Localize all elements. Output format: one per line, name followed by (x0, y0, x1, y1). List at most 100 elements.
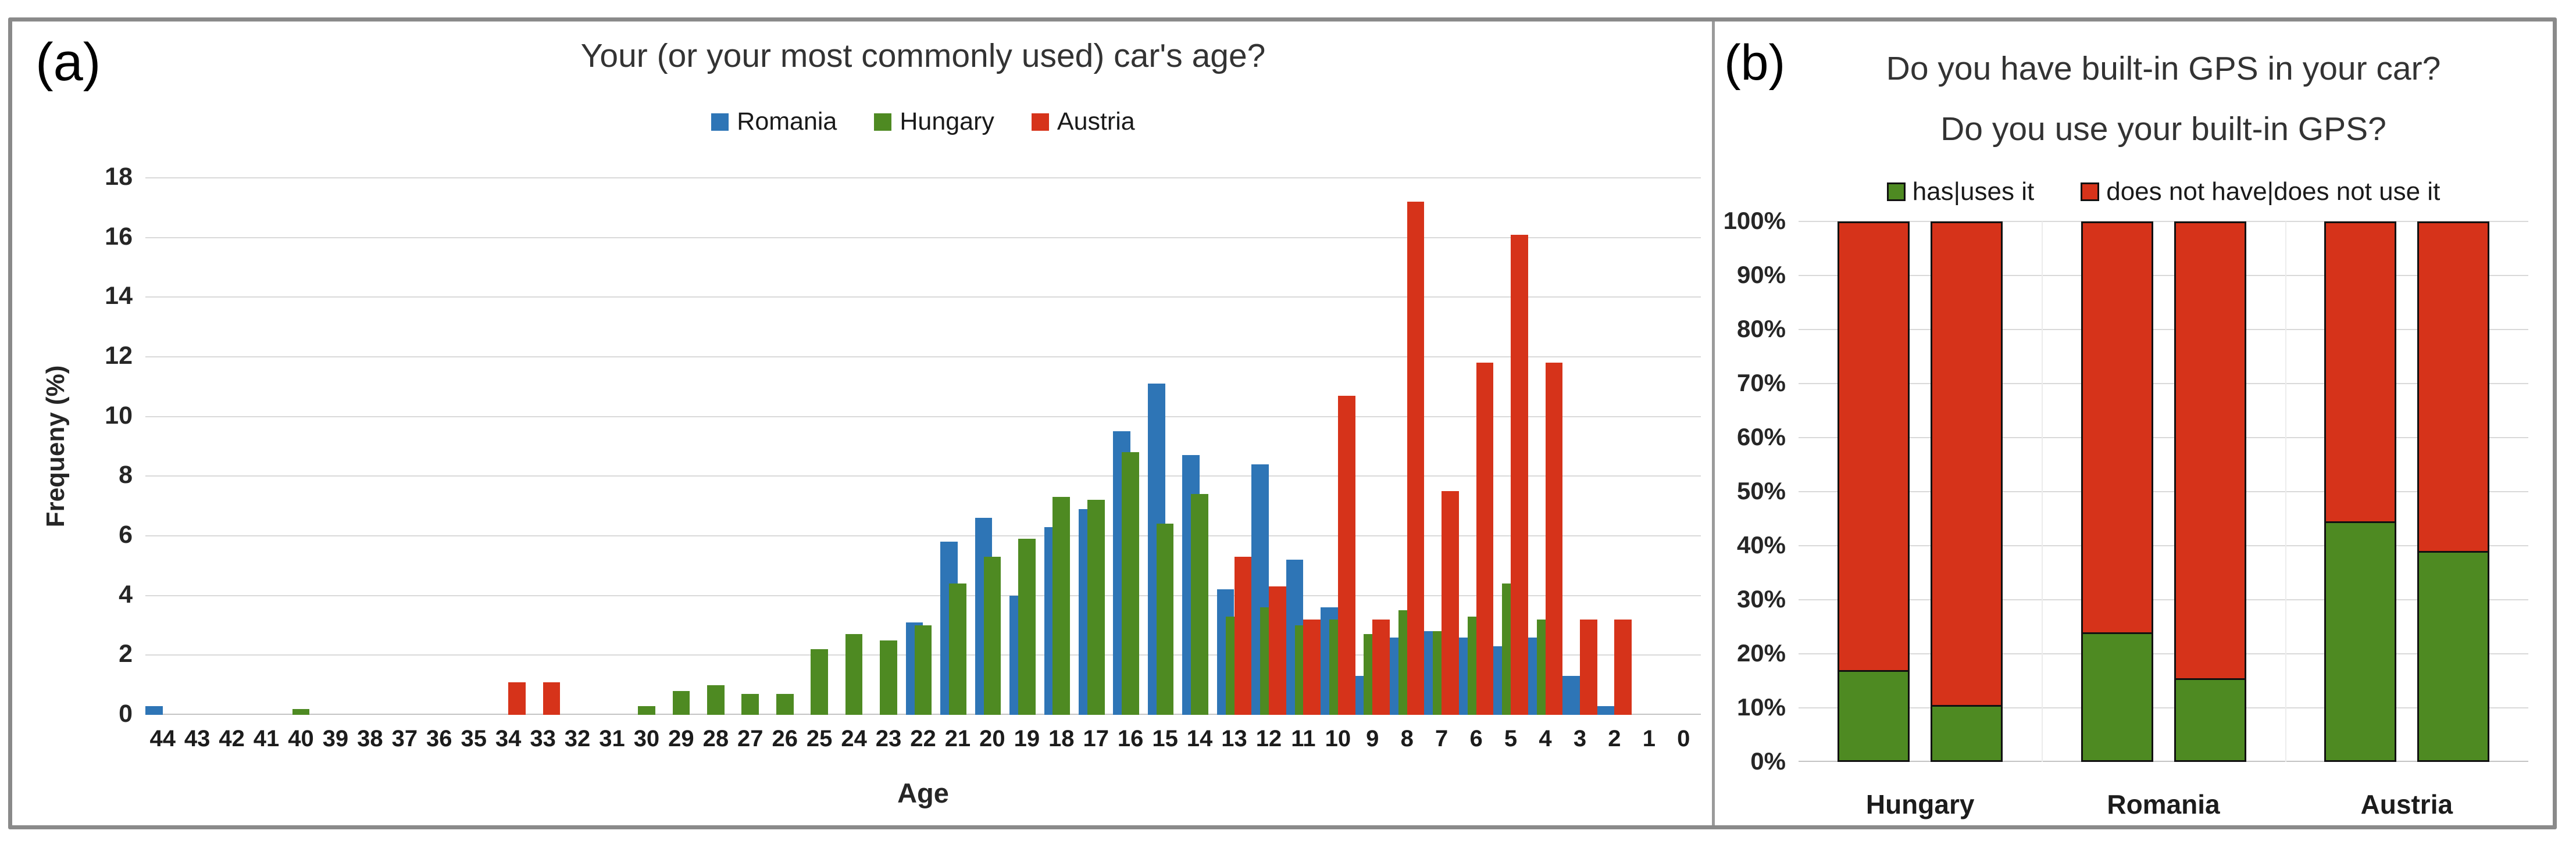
legend-label-hungary: Hungary (900, 108, 994, 135)
gridline-y-4 (145, 595, 1701, 596)
bar-hungary-age-25 (811, 649, 829, 715)
legend-swatch-hungary-icon (874, 113, 892, 131)
stacked-bar-austria-has (2324, 221, 2396, 762)
bar-romania-age-3 (1562, 676, 1580, 715)
bar-austria-age-3 (1579, 619, 1597, 715)
figure-frame: (a) Your (or your most commonly used) ca… (8, 17, 2557, 829)
x-tick-label-29: 29 (668, 726, 694, 751)
bar-austria-age-5 (1511, 234, 1528, 715)
y-tick-label-18: 18 (105, 163, 133, 191)
bar-austria-age-34 (508, 682, 526, 715)
segment-red-austria-0 (2324, 221, 2396, 522)
x-tick-label-44: 44 (149, 726, 176, 751)
bar-austria-age-12 (1268, 586, 1286, 715)
stacked-bar-romania-has (2081, 221, 2153, 762)
gridline-y-18 (145, 177, 1701, 178)
bar-romania-age-2 (1597, 706, 1615, 715)
bar-hungary-age-26 (776, 694, 794, 715)
x-tick-label-3: 3 (1573, 726, 1587, 751)
gridline-y-0% (1799, 761, 2528, 762)
legend-item-romania: Romania (711, 108, 837, 136)
x-tick-label-20: 20 (979, 726, 1005, 751)
bar-austria-age-11 (1303, 619, 1321, 715)
y-tick-label-50%: 50% (1736, 477, 1786, 504)
bar-hungary-age-29 (672, 690, 690, 715)
stacked-bar-hungary-has (1838, 221, 1910, 762)
gridline-y-50% (1799, 491, 2528, 492)
bar-hungary-age-28 (707, 685, 725, 715)
gridline-y-10 (145, 416, 1701, 417)
gridline-y-10% (1799, 707, 2528, 708)
bar-hungary-age-19 (1018, 539, 1036, 715)
segment-red-romania-0 (2081, 221, 2153, 632)
x-tick-label-42: 42 (219, 726, 245, 751)
panel-b-legend: has|uses it does not have|does not use it (1787, 177, 2540, 206)
y-tick-label-100%: 100% (1723, 207, 1786, 234)
bar-austria-age-10 (1337, 395, 1355, 715)
bar-hungary-age-21 (949, 583, 966, 715)
bar-hungary-age-30 (638, 706, 655, 715)
gridline-y-60% (1799, 437, 2528, 438)
legend-label-does-not-have: does not have|does not use it (2106, 177, 2441, 206)
y-tick-label-20%: 20% (1736, 639, 1786, 667)
x-tick-label-43: 43 (184, 726, 210, 751)
x-tick-label-39: 39 (322, 726, 349, 751)
x-tick-label-35: 35 (461, 726, 487, 751)
y-tick-label-10: 10 (105, 401, 133, 429)
gridline-y-70% (1799, 383, 2528, 384)
segment-green-hungary-1 (1931, 705, 2003, 762)
bar-hungary-age-20 (983, 556, 1001, 715)
legend-swatch-does-not-have-icon (2081, 182, 2100, 201)
x-tick-label-13: 13 (1221, 726, 1247, 751)
bar-austria-age-9 (1372, 619, 1390, 715)
gridline-y-8 (145, 475, 1701, 477)
legend-swatch-romania-icon (711, 113, 729, 131)
stacked-bar-romania-uses (2174, 221, 2246, 762)
x-tick-label-15: 15 (1152, 726, 1178, 751)
x-tick-label-31: 31 (599, 726, 625, 751)
category-separator-2 (2285, 221, 2286, 762)
y-tick-label-14: 14 (105, 282, 133, 310)
x-category-label-romania: Romania (2107, 789, 2220, 819)
x-tick-label-10: 10 (1325, 726, 1351, 751)
x-tick-label-22: 22 (910, 726, 936, 751)
stacked-bar-hungary-uses (1931, 221, 2003, 762)
x-tick-label-21: 21 (944, 726, 971, 751)
y-tick-label-16: 16 (105, 222, 133, 250)
x-tick-label-9: 9 (1366, 726, 1379, 751)
y-tick-label-8: 8 (119, 461, 133, 489)
y-tick-label-12: 12 (105, 342, 133, 370)
y-tick-label-80%: 80% (1736, 315, 1786, 342)
x-category-label-hungary: Hungary (1865, 789, 1975, 819)
gridline-y-100% (1799, 221, 2528, 222)
x-tick-label-6: 6 (1469, 726, 1483, 751)
x-tick-label-36: 36 (426, 726, 452, 751)
gridline-y-6 (145, 535, 1701, 536)
legend-swatch-austria-icon (1031, 113, 1049, 131)
gridline-y-90% (1799, 275, 2528, 276)
x-tick-label-34: 34 (495, 726, 522, 751)
x-tick-label-28: 28 (702, 726, 729, 751)
panel-a-x-tick-labels: 44 43 42 41 40 39 38 37 36 35 34 33 32 31 30 29 28 27 26 25… (145, 726, 1701, 755)
bar-hungary-age-23 (880, 640, 897, 715)
bar-hungary-age-27 (741, 694, 759, 715)
panel-a-plot-area (145, 177, 1701, 715)
panel-b-title-line2: Do you use your built-in GPS? (1940, 110, 2386, 148)
y-tick-label-70%: 70% (1736, 369, 1786, 396)
panel-b: (b) Do you have built-in GPS in your car… (1715, 22, 2553, 825)
segment-green-austria-1 (2417, 551, 2489, 762)
segment-green-romania-0 (2081, 632, 2153, 762)
segment-red-hungary-0 (1838, 221, 1910, 670)
x-tick-label-12: 12 (1255, 726, 1282, 751)
gridline-y-16 (145, 237, 1701, 238)
gridline-y-14 (145, 296, 1701, 298)
x-tick-label-2: 2 (1608, 726, 1621, 751)
panel-a-title: Your (or your most commonly used) car's … (580, 37, 1266, 74)
x-tick-label-18: 18 (1048, 726, 1075, 751)
bar-austria-age-33 (543, 682, 561, 715)
x-tick-label-37: 37 (391, 726, 418, 751)
x-tick-label-32: 32 (564, 726, 591, 751)
x-tick-label-26: 26 (772, 726, 798, 751)
bar-austria-age-4 (1545, 363, 1563, 715)
